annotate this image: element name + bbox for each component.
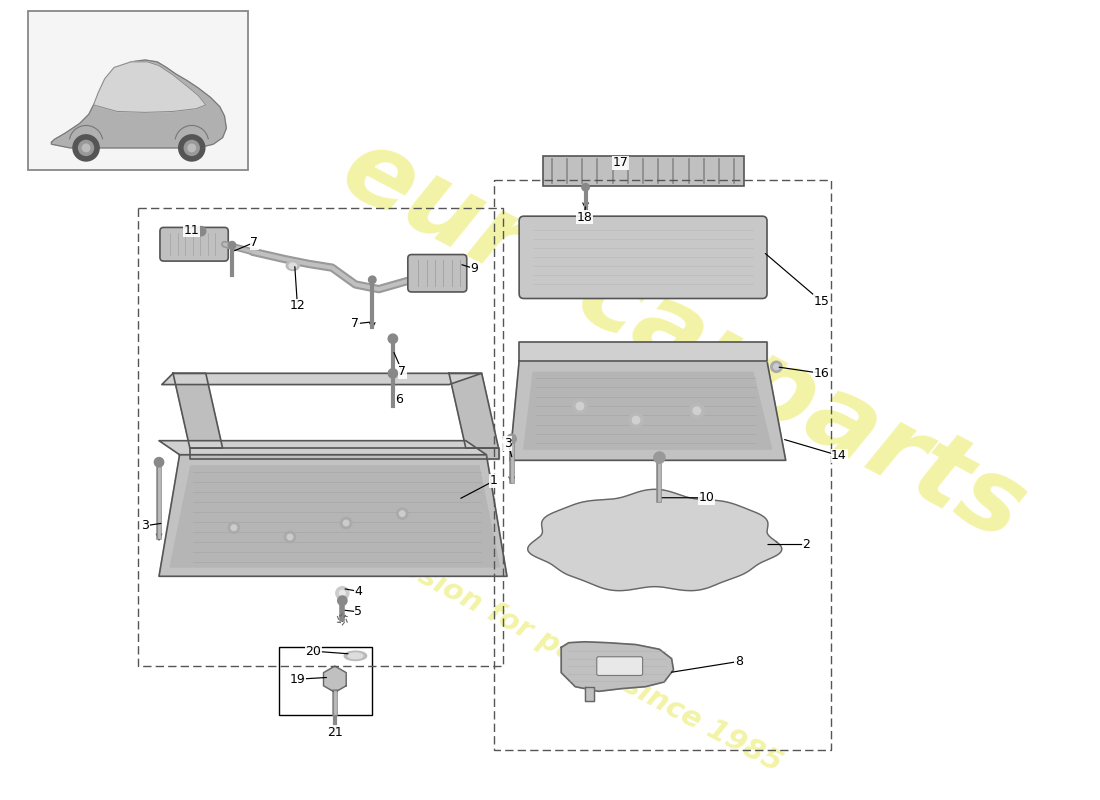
Circle shape [82,144,90,152]
Polygon shape [190,448,498,459]
Text: 3: 3 [141,519,149,532]
Circle shape [388,334,397,343]
Circle shape [399,511,405,517]
Circle shape [228,242,235,249]
Polygon shape [561,642,673,691]
Text: 18: 18 [576,210,593,224]
Circle shape [653,452,666,463]
Polygon shape [323,666,346,692]
Circle shape [771,361,782,373]
Circle shape [388,369,397,378]
Circle shape [287,534,293,540]
Text: 3: 3 [504,437,512,450]
Circle shape [73,135,99,161]
Ellipse shape [286,261,299,270]
Polygon shape [528,490,782,590]
Circle shape [197,226,206,236]
Circle shape [507,434,516,443]
Ellipse shape [289,263,297,269]
Text: 17: 17 [613,156,628,170]
Text: 10: 10 [698,491,714,504]
Circle shape [368,276,376,283]
Circle shape [693,407,701,414]
Text: 1: 1 [490,474,498,487]
Circle shape [632,416,640,424]
Text: 6: 6 [396,393,404,406]
Text: 12: 12 [289,299,306,313]
Circle shape [78,141,94,155]
Text: 4: 4 [354,585,362,598]
Polygon shape [509,361,785,460]
Circle shape [188,144,196,152]
Circle shape [343,520,349,526]
Text: 15: 15 [813,295,829,308]
Bar [542,156,744,186]
Circle shape [185,141,199,155]
Polygon shape [162,374,482,385]
FancyBboxPatch shape [160,227,228,261]
Circle shape [572,398,587,414]
Text: 7: 7 [251,236,258,249]
Text: 21: 21 [327,726,343,739]
Polygon shape [173,374,222,448]
Circle shape [154,458,164,467]
Circle shape [336,586,349,600]
Bar [139,208,503,666]
Text: 8: 8 [735,655,743,668]
Circle shape [231,525,236,530]
Polygon shape [160,441,486,454]
Circle shape [285,531,296,542]
Circle shape [178,135,205,161]
Text: 14: 14 [832,449,847,462]
Text: 7: 7 [351,318,360,330]
Circle shape [773,364,779,370]
Circle shape [690,403,704,418]
Polygon shape [52,60,227,148]
Polygon shape [584,686,594,701]
Circle shape [338,596,346,606]
Circle shape [576,402,584,410]
Text: 11: 11 [184,224,199,237]
Text: 2: 2 [802,538,811,551]
Circle shape [340,590,345,596]
Circle shape [582,183,590,191]
Text: 5: 5 [354,606,362,618]
Circle shape [628,413,643,427]
Text: a passion for parts since 1985: a passion for parts since 1985 [336,521,786,778]
FancyBboxPatch shape [519,216,767,298]
FancyBboxPatch shape [408,254,466,292]
FancyBboxPatch shape [597,657,642,675]
Polygon shape [519,342,767,361]
Polygon shape [170,466,499,567]
Circle shape [397,508,408,519]
Text: 19: 19 [289,673,306,686]
Polygon shape [94,62,206,112]
Bar [494,180,830,750]
Polygon shape [160,454,507,576]
Polygon shape [449,374,498,448]
Text: eurocarparts: eurocarparts [324,118,1042,563]
Text: 7: 7 [398,365,406,378]
Ellipse shape [348,653,363,658]
Text: 20: 20 [306,645,321,658]
Bar [29,11,248,170]
Text: 16: 16 [813,367,829,380]
Ellipse shape [344,651,366,661]
Bar [278,647,372,714]
Text: 9: 9 [471,262,478,275]
Polygon shape [524,373,772,449]
Circle shape [228,522,240,534]
Circle shape [341,518,352,529]
